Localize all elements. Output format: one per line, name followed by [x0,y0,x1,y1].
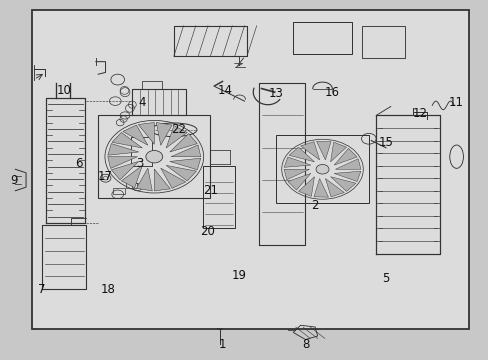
Text: 5: 5 [382,272,389,285]
Text: 6: 6 [75,157,82,170]
Polygon shape [161,168,185,188]
Polygon shape [156,122,172,145]
Text: 7: 7 [39,283,46,296]
Polygon shape [335,159,360,169]
Text: 13: 13 [268,87,283,100]
Polygon shape [169,158,201,170]
Polygon shape [284,169,309,180]
Polygon shape [300,142,319,160]
Polygon shape [284,157,310,167]
Text: 11: 11 [448,96,463,109]
Polygon shape [330,177,355,192]
Polygon shape [316,141,330,160]
Polygon shape [333,148,356,165]
Polygon shape [166,166,196,181]
Polygon shape [171,145,201,157]
Polygon shape [298,177,314,196]
Text: 3: 3 [136,157,143,170]
Text: 22: 22 [171,123,186,136]
Polygon shape [313,179,328,197]
Bar [126,183,137,188]
Polygon shape [112,132,142,148]
Polygon shape [287,174,310,190]
Text: 21: 21 [203,184,218,197]
Polygon shape [288,147,314,162]
Text: 1: 1 [218,338,226,351]
Polygon shape [138,122,154,144]
Text: 18: 18 [101,283,115,296]
Circle shape [145,150,163,163]
Polygon shape [166,126,187,148]
Text: 15: 15 [378,136,392,149]
Bar [32,10,468,329]
Polygon shape [111,161,139,180]
Text: 14: 14 [217,84,232,97]
Bar [98,116,210,198]
Text: 12: 12 [412,107,427,120]
Polygon shape [121,166,142,188]
Text: 4: 4 [138,96,145,109]
Text: 19: 19 [232,269,246,282]
Text: 16: 16 [324,86,339,99]
Bar [276,135,368,203]
Bar [203,166,234,228]
Polygon shape [122,125,147,145]
Polygon shape [333,171,360,181]
Text: 17: 17 [98,170,113,183]
Text: 10: 10 [57,84,71,97]
Polygon shape [136,168,152,191]
Text: 2: 2 [311,199,318,212]
Text: 9: 9 [11,174,18,186]
Polygon shape [107,144,139,155]
Polygon shape [107,157,137,168]
Polygon shape [154,169,170,191]
Text: 8: 8 [301,338,308,351]
Text: 20: 20 [200,225,215,238]
Circle shape [315,165,328,174]
Polygon shape [169,134,197,152]
Polygon shape [330,142,346,162]
Bar [113,188,125,194]
Bar [361,26,405,58]
Polygon shape [325,179,344,197]
